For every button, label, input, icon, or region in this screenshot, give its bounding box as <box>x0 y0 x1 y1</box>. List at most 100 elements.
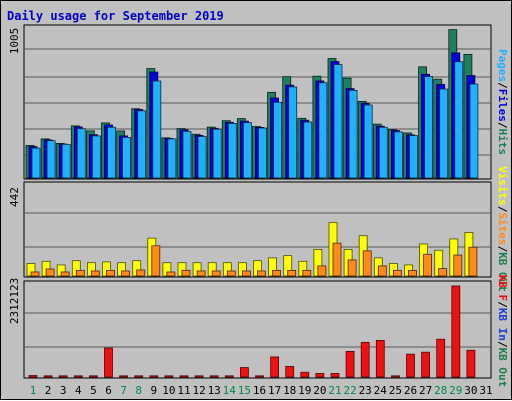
bar-sites-day-4 <box>75 269 85 277</box>
bar-pages-day-2 <box>46 140 56 179</box>
legend-hits-files-pages: Pages/Files/Hits <box>496 49 509 155</box>
day-label-25: 25 <box>389 384 402 397</box>
bar-sites-day-16 <box>257 270 266 277</box>
day-label-16: 16 <box>253 384 266 397</box>
day-label-28: 28 <box>434 384 447 397</box>
bar-pages-day-9 <box>152 80 162 179</box>
bar-sites-day-18 <box>287 269 297 277</box>
bar-sites-day-30 <box>468 246 478 277</box>
bar-sites-day-29 <box>453 254 463 277</box>
day-label-21: 21 <box>328 384 341 397</box>
bar-kb-day-7 <box>119 375 128 378</box>
panel-border-2 <box>23 280 492 379</box>
bar-sites-day-3 <box>60 271 70 277</box>
bar-kb-day-17 <box>270 356 280 378</box>
day-label-13: 13 <box>208 384 221 397</box>
chart-title: Daily usage for September 2019 <box>7 9 224 23</box>
day-label-7: 7 <box>120 384 127 397</box>
bar-kb-day-25 <box>390 375 400 378</box>
bar-pages-day-22 <box>348 89 358 179</box>
bar-kb-day-1 <box>28 375 38 378</box>
bar-kb-day-2 <box>43 375 53 378</box>
bar-kb-day-3 <box>58 375 68 378</box>
bar-kb-day-18 <box>285 365 295 378</box>
bar-kb-day-4 <box>73 375 83 378</box>
bar-pages-day-14 <box>227 122 237 179</box>
bar-pages-day-28 <box>439 88 449 179</box>
bar-pages-day-30 <box>469 83 479 179</box>
bar-sites-day-27 <box>423 253 433 277</box>
bar-sites-day-7 <box>121 270 130 277</box>
bar-sites-day-25 <box>392 269 402 277</box>
day-label-1: 1 <box>30 384 37 397</box>
bar-kb-day-24 <box>375 339 385 378</box>
bar-kb-day-28 <box>436 338 446 378</box>
bar-pages-day-26 <box>409 135 418 179</box>
bar-kb-day-9 <box>149 375 159 378</box>
max-label-kb: 2312123 <box>8 278 21 324</box>
day-label-18: 18 <box>283 384 296 397</box>
bar-kb-day-15 <box>239 367 249 378</box>
bar-sites-day-23 <box>362 250 372 277</box>
bar-pages-day-25 <box>393 131 403 179</box>
legend-visits-sites: Visits/Sites/KB Out <box>496 166 509 292</box>
bar-sites-day-22 <box>347 259 357 277</box>
max-label-visits: 442 <box>8 187 21 207</box>
day-label-4: 4 <box>75 384 82 397</box>
day-label-26: 26 <box>404 384 417 397</box>
bar-pages-day-29 <box>454 61 464 179</box>
bar-sites-day-26 <box>408 269 417 277</box>
day-label-31: 31 <box>479 384 492 397</box>
bar-sites-day-2 <box>45 268 55 277</box>
bar-pages-day-23 <box>363 104 373 179</box>
day-label-6: 6 <box>105 384 112 397</box>
day-label-17: 17 <box>268 384 281 397</box>
bar-sites-day-19 <box>302 269 312 277</box>
bar-pages-day-17 <box>273 101 283 179</box>
bar-sites-day-5 <box>91 270 100 277</box>
bar-sites-day-1 <box>30 271 40 277</box>
bar-kb-day-14 <box>224 375 234 378</box>
bar-pages-day-11 <box>182 131 192 179</box>
bar-sites-day-21 <box>332 242 342 277</box>
bar-pages-day-21 <box>333 64 343 179</box>
bar-kb-day-5 <box>89 375 98 378</box>
bar-kb-day-10 <box>164 375 174 378</box>
bar-pages-day-12 <box>197 136 207 179</box>
bar-pages-day-4 <box>76 128 86 179</box>
bar-sites-day-9 <box>151 245 161 277</box>
bar-kb-day-12 <box>194 375 204 378</box>
bar-pages-day-7 <box>122 137 131 179</box>
bar-sites-day-6 <box>106 269 115 277</box>
bar-sites-day-17 <box>272 269 282 277</box>
bar-sites-day-13 <box>211 270 221 277</box>
bar-kb-day-27 <box>421 351 431 378</box>
bar-pages-day-1 <box>31 147 41 179</box>
bar-pages-day-18 <box>288 86 298 179</box>
day-label-24: 24 <box>374 384 388 397</box>
day-label-22: 22 <box>343 384 356 397</box>
bar-pages-day-10 <box>167 138 177 179</box>
bar-pages-day-19 <box>303 121 313 179</box>
bar-pages-day-27 <box>424 76 434 179</box>
day-label-2: 2 <box>45 384 52 397</box>
bar-kb-day-6 <box>104 347 113 378</box>
bar-kb-day-30 <box>466 349 476 378</box>
day-label-30: 30 <box>464 384 477 397</box>
bar-kb-day-19 <box>300 371 310 378</box>
panel-border-1 <box>23 181 492 278</box>
bar-sites-day-10 <box>166 271 176 277</box>
day-label-19: 19 <box>298 384 311 397</box>
bar-pages-day-20 <box>318 82 328 179</box>
bar-kb-day-26 <box>406 353 415 378</box>
bar-kb-day-29 <box>451 285 461 378</box>
bar-kb-day-21 <box>330 373 340 378</box>
day-label-14: 14 <box>223 384 237 397</box>
bar-pages-day-5 <box>92 135 101 179</box>
day-label-9: 9 <box>150 384 157 397</box>
day-label-11: 11 <box>177 384 190 397</box>
day-label-5: 5 <box>90 384 97 397</box>
day-label-8: 8 <box>135 384 142 397</box>
bar-pages-day-8 <box>137 110 147 179</box>
legend-kbytes: KB F/KB In/KB Out <box>496 275 509 388</box>
